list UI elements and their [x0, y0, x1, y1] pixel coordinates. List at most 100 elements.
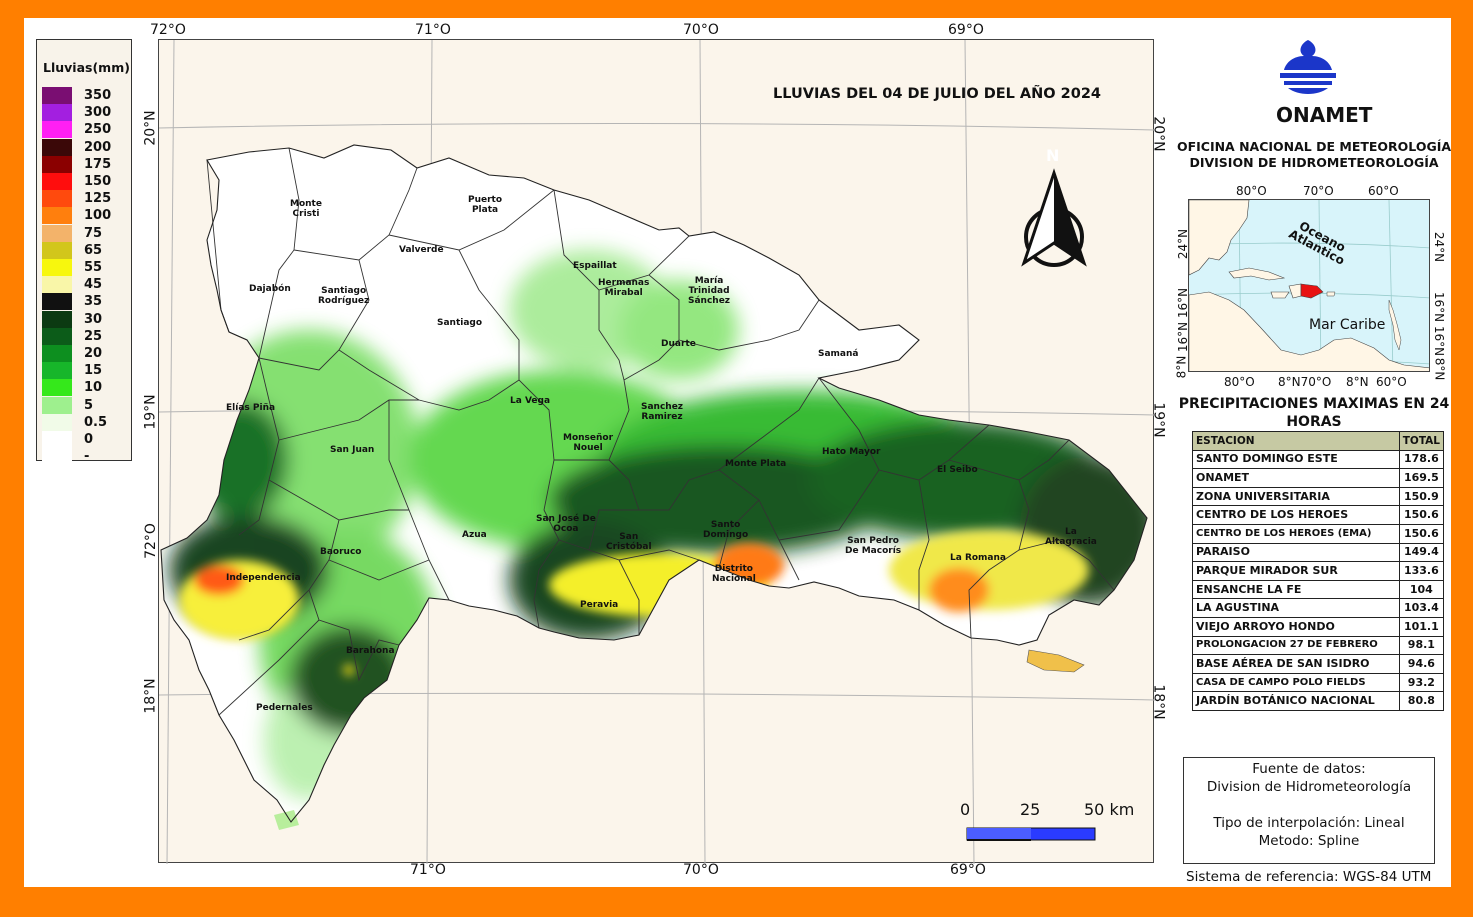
legend-item: 0.5 — [42, 413, 130, 431]
legend-item: 350 — [42, 87, 130, 104]
data-source-box: Fuente de datos: Division de Hidrometeor… — [1183, 757, 1435, 864]
legend-label: 30 — [84, 311, 103, 327]
station-name: PARAISO — [1192, 542, 1400, 563]
station-total: 150.9 — [1398, 486, 1445, 507]
source-division: Division de Hidrometeorología — [1206, 779, 1412, 795]
station-total: 150.6 — [1398, 523, 1445, 544]
inset-left-coord: 24°N — [1176, 228, 1191, 260]
station-total: 133.6 — [1398, 561, 1445, 581]
province-label: Distrito Nacional — [712, 564, 756, 584]
legend-item: 15 — [42, 362, 130, 380]
station-name: JARDÍN BOTÁNICO NACIONAL — [1192, 691, 1400, 711]
legend-swatch — [42, 138, 72, 156]
inset-bottom-coord: 8°N70°O — [1278, 375, 1332, 389]
legend-swatch — [42, 327, 72, 345]
scale-label-0: 0 — [960, 800, 971, 819]
legend-swatch — [42, 104, 72, 122]
station-total: 178.6 — [1398, 449, 1445, 470]
legend-label: 10 — [84, 380, 103, 396]
legend-label: 200 — [84, 139, 112, 155]
rainfall-shading — [169, 250, 1147, 800]
station-total: 104 — [1398, 579, 1445, 600]
legend-swatch — [42, 224, 72, 242]
province-label: Hermanas Mirabal — [598, 278, 650, 298]
legend-label: - — [84, 449, 90, 465]
legend-item: - — [42, 448, 130, 466]
saona-island — [1026, 649, 1085, 673]
coord-top-70: 70°O — [683, 22, 719, 38]
interpolation-type: Tipo de interpolación: Lineal — [1213, 815, 1405, 831]
coord-bottom-71: 71°O — [410, 862, 446, 878]
table-header-row: ESTACION TOTAL — [1192, 431, 1445, 451]
station-name: SANTO DOMINGO ESTE — [1192, 449, 1400, 470]
legend-label: 150 — [84, 174, 112, 189]
coord-top-69: 69°O — [948, 22, 984, 38]
table-row: ONAMET 169.5 — [1192, 468, 1445, 488]
locator-map: Oceano Atlantico Mar Caribe — [1188, 199, 1430, 372]
legend-item: 5 — [42, 396, 130, 414]
legend-swatch — [42, 310, 72, 328]
station-name: ENSANCHE LA FE — [1192, 579, 1400, 600]
province-label: Santo Domingo — [703, 520, 749, 540]
legend-label: 75 — [84, 225, 103, 241]
station-total: 80.8 — [1398, 691, 1445, 711]
legend-item: 300 — [42, 104, 130, 122]
inset-right-coord: 16°N — [1432, 325, 1447, 357]
table-row: CENTRO DE LOS HEROES (EMA) 150.6 — [1192, 523, 1445, 544]
legend-item: 175 — [42, 155, 130, 173]
column-header-total: TOTAL — [1398, 431, 1445, 451]
station-name: CENTRO DE LOS HEROES — [1192, 505, 1400, 525]
table-row: ZONA UNIVERSITARIA 150.9 — [1192, 486, 1445, 507]
table-row: LA AGUSTINA 103.4 — [1192, 598, 1445, 618]
province-label: Azua — [462, 530, 487, 540]
legend-item: 35 — [42, 293, 130, 311]
map-frame — [158, 39, 1155, 864]
legend-swatch — [42, 379, 72, 397]
legend-item: 0 — [42, 431, 130, 448]
table-row: PROLONGACION 27 DE FEBRERO 98.1 — [1192, 635, 1445, 656]
province-label: Baoruco — [320, 547, 362, 557]
legend-label: 45 — [84, 277, 103, 293]
station-name: ONAMET — [1192, 468, 1400, 488]
legend-label: 0 — [84, 432, 94, 447]
station-name: PARQUE MIRADOR SUR — [1192, 561, 1400, 581]
coord-top-71: 71°O — [415, 22, 451, 38]
table-row: BASE AÉREA DE SAN ISIDRO 94.6 — [1192, 654, 1445, 674]
province-label: San Juan — [330, 445, 375, 455]
station-name: ZONA UNIVERSITARIA — [1192, 486, 1400, 507]
province-label: La Altagracia — [1045, 527, 1097, 547]
legend-item: 10 — [42, 379, 130, 397]
legend-swatch — [42, 259, 72, 276]
scale-label-50km: 50 km — [1084, 800, 1135, 819]
province-label: San José De Ocoa — [536, 514, 596, 534]
legend-label: 175 — [84, 156, 112, 172]
province-label: María Trinidad Sánchez — [688, 276, 731, 306]
rainfall-map — [159, 40, 1155, 864]
table-row: PARQUE MIRADOR SUR 133.6 — [1192, 561, 1445, 581]
org-division: DIVISION DE HIDROMETEOROLOGÍA — [1189, 155, 1439, 170]
inset-top-coord: 60°O — [1368, 184, 1399, 198]
map-title: LLUVIAS DEL 04 DE JULIO DEL AÑO 2024 — [773, 86, 1102, 102]
station-name: PROLONGACION 27 DE FEBRERO — [1192, 635, 1400, 656]
province-label: La Vega — [510, 396, 551, 406]
table-row: JARDÍN BOTÁNICO NACIONAL 80.8 — [1192, 691, 1445, 711]
legend-label: 100 — [84, 208, 112, 224]
station-total: 98.1 — [1398, 635, 1445, 656]
station-name: BASE AÉREA DE SAN ISIDRO — [1192, 654, 1400, 674]
inset-left-coord: 16°N — [1176, 321, 1191, 353]
table-title: PRECIPITACIONES MAXIMAS EN 24 HORAS — [1178, 396, 1450, 430]
coord-left-19n: 19°N — [142, 394, 159, 430]
legend-swatch — [42, 155, 72, 173]
legend-swatch — [42, 190, 72, 208]
province-label: Monseñor Nouel — [563, 433, 614, 453]
legend-item: 55 — [42, 259, 130, 276]
province-label: Espaillat — [573, 261, 617, 271]
legend-label: 20 — [84, 346, 103, 361]
scale-bar — [966, 827, 1096, 841]
legend-swatch — [42, 448, 72, 466]
north-label: N — [1046, 146, 1060, 165]
legend-item: 100 — [42, 207, 130, 225]
coastline — [160, 144, 1148, 823]
coord-top-72: 72°O — [150, 22, 186, 38]
legend-label: 65 — [84, 242, 103, 258]
